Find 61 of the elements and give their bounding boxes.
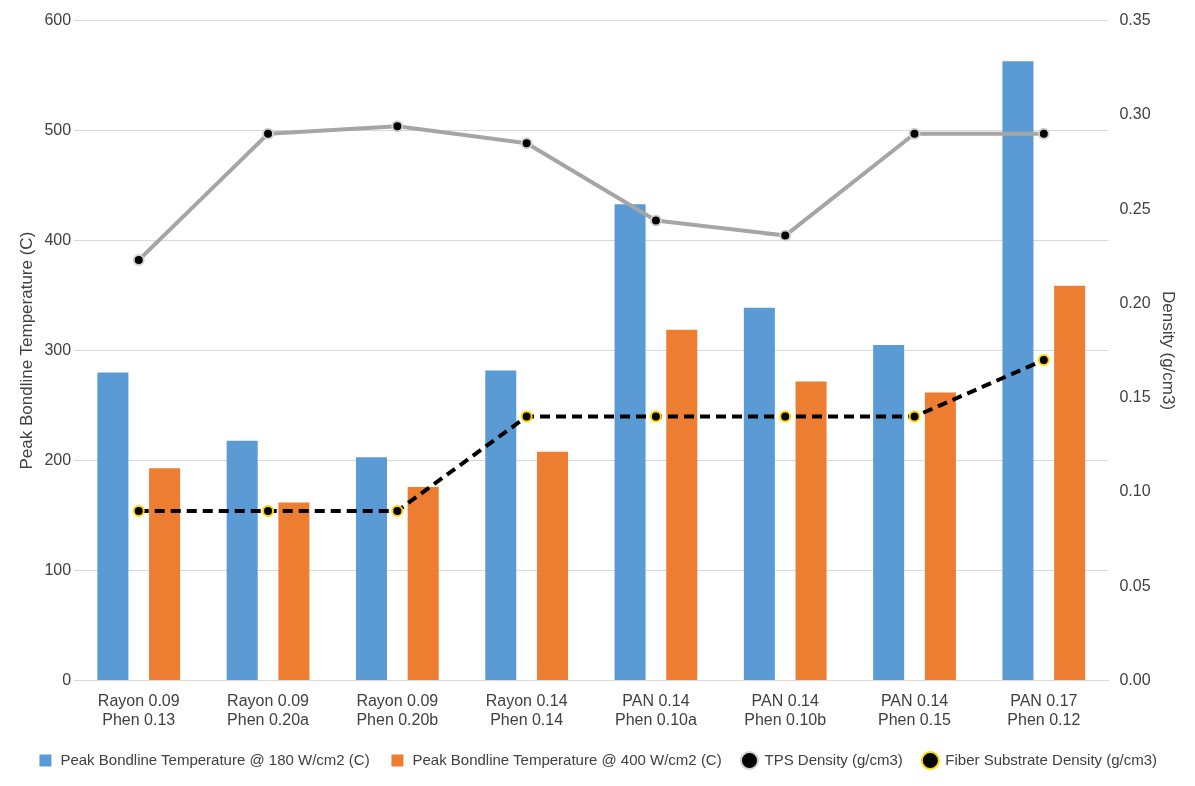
y2-tick-label: 0.00 — [1119, 671, 1151, 689]
y2-tick-label: 0.10 — [1119, 482, 1151, 500]
x-tick-label: Rayon 0.09 Phen 0.20b — [356, 691, 439, 728]
point — [520, 410, 533, 423]
y-axis-title: Peak Bondline Temperature (C) — [16, 231, 36, 470]
y-tick-label: 600 — [44, 11, 72, 29]
bar — [485, 370, 517, 681]
bar — [149, 468, 181, 681]
point — [779, 229, 792, 242]
point — [391, 504, 404, 517]
bar — [614, 204, 646, 681]
y2-tick-label: 0.35 — [1119, 11, 1151, 29]
x-tick-label: Rayon 0.14 Phen 0.14 — [485, 691, 568, 728]
bar — [1054, 285, 1086, 681]
legend-label: Fiber Substrate Density (g/cm3) — [945, 750, 1158, 768]
point — [1037, 354, 1050, 367]
y2-tick-label: 0.15 — [1119, 388, 1151, 406]
point — [520, 137, 533, 150]
point — [391, 120, 404, 133]
point — [779, 410, 792, 423]
x-tick-label: PAN 0.17 Phen 0.12 — [1007, 691, 1081, 728]
y-tick-label: 500 — [44, 121, 72, 139]
point — [132, 504, 145, 517]
bar — [795, 381, 827, 681]
point — [262, 504, 275, 517]
legend-label: Peak Bondline Temperature @ 400 W/cm2 (C) — [412, 750, 722, 768]
point — [132, 254, 145, 267]
x-tick-label: PAN 0.14 Phen 0.10a — [615, 691, 697, 728]
y-tick-label: 200 — [44, 451, 72, 469]
point — [908, 410, 921, 423]
y2-tick-label: 0.05 — [1119, 576, 1151, 594]
point — [649, 410, 662, 423]
point — [908, 127, 921, 140]
y2-axis-title: Density (g/cm3) — [1159, 291, 1179, 411]
legend-label: TPS Density (g/cm3) — [764, 750, 903, 768]
bar — [666, 329, 698, 681]
bar — [536, 451, 568, 681]
bar — [407, 487, 439, 681]
y-tick-label: 400 — [44, 231, 72, 249]
bar — [873, 345, 905, 681]
x-tick-label: Rayon 0.09 Phen 0.20a — [227, 691, 310, 728]
point — [262, 127, 275, 140]
bar — [1002, 61, 1034, 681]
legend-label: Peak Bondline Temperature @ 180 W/cm2 (C) — [60, 750, 370, 768]
bar — [278, 502, 310, 681]
x-tick-label: PAN 0.14 Phen 0.15 — [878, 691, 952, 728]
y2-tick-label: 0.20 — [1119, 293, 1151, 311]
x-tick-label: PAN 0.14 Phen 0.10b — [744, 691, 827, 728]
bar — [226, 440, 258, 681]
y-tick-label: 300 — [44, 341, 72, 359]
point — [649, 214, 662, 227]
y-tick-label: 100 — [44, 561, 72, 579]
x-tick-label: Rayon 0.09 Phen 0.13 — [97, 691, 180, 728]
bar — [743, 307, 775, 681]
bar — [924, 392, 956, 681]
y2-tick-label: 0.25 — [1119, 199, 1151, 217]
y2-tick-label: 0.30 — [1119, 105, 1151, 123]
bar — [97, 372, 129, 681]
y-tick-label: 0 — [62, 671, 72, 689]
bar — [355, 457, 387, 681]
point — [1037, 127, 1050, 140]
